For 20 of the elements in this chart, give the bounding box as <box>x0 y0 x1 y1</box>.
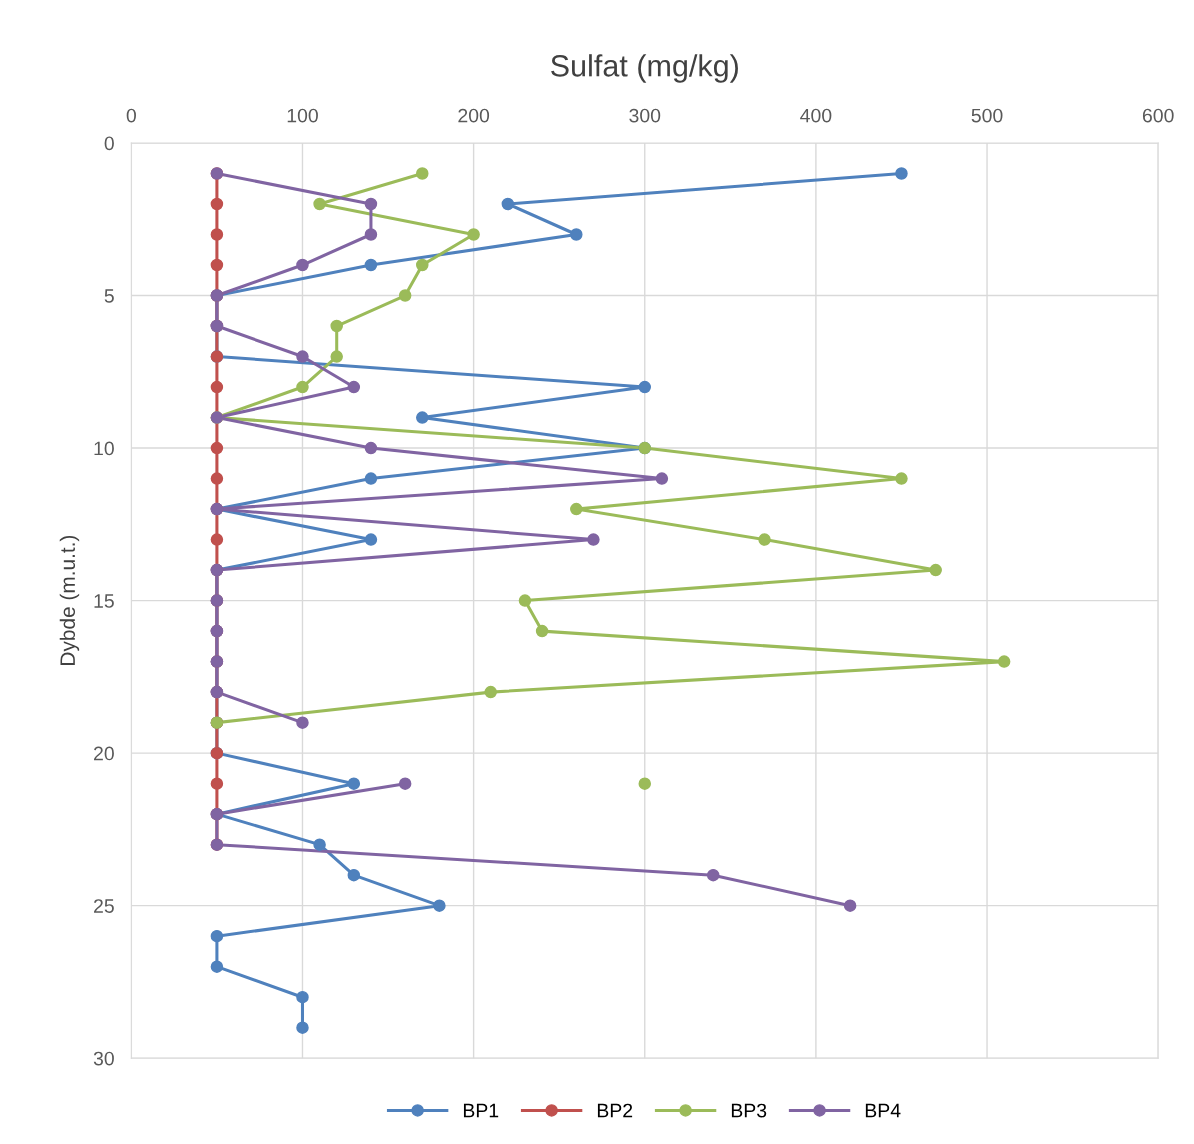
y-axis-title: Dybde (m.u.t.) <box>59 535 80 665</box>
x-tick-label: 600 <box>1142 108 1174 123</box>
y-tick-label: 20 <box>94 746 114 761</box>
y-tick-label: 15 <box>94 594 114 608</box>
x-tick-label: 100 <box>287 108 318 123</box>
y-tick-label: 25 <box>94 899 114 913</box>
legend-label: BP4 <box>865 1103 901 1118</box>
y-tick-label: 5 <box>104 289 114 303</box>
x-tick-label: 0 <box>126 108 136 123</box>
y-tick-label: 0 <box>104 136 114 151</box>
y-tick-label: 10 <box>94 441 114 456</box>
y-tick-label: 30 <box>93 1051 114 1066</box>
x-tick-label: 500 <box>971 108 1003 123</box>
x-tick-label: 400 <box>800 108 832 123</box>
x-tick-label: 300 <box>629 108 661 123</box>
chart-title: Sulfat (mg/kg) <box>551 54 738 83</box>
legend-label: BP3 <box>731 1103 767 1118</box>
legend-label: BP1 <box>463 1103 499 1118</box>
x-tick-label: 200 <box>458 108 490 123</box>
legend-label: BP2 <box>597 1103 633 1118</box>
